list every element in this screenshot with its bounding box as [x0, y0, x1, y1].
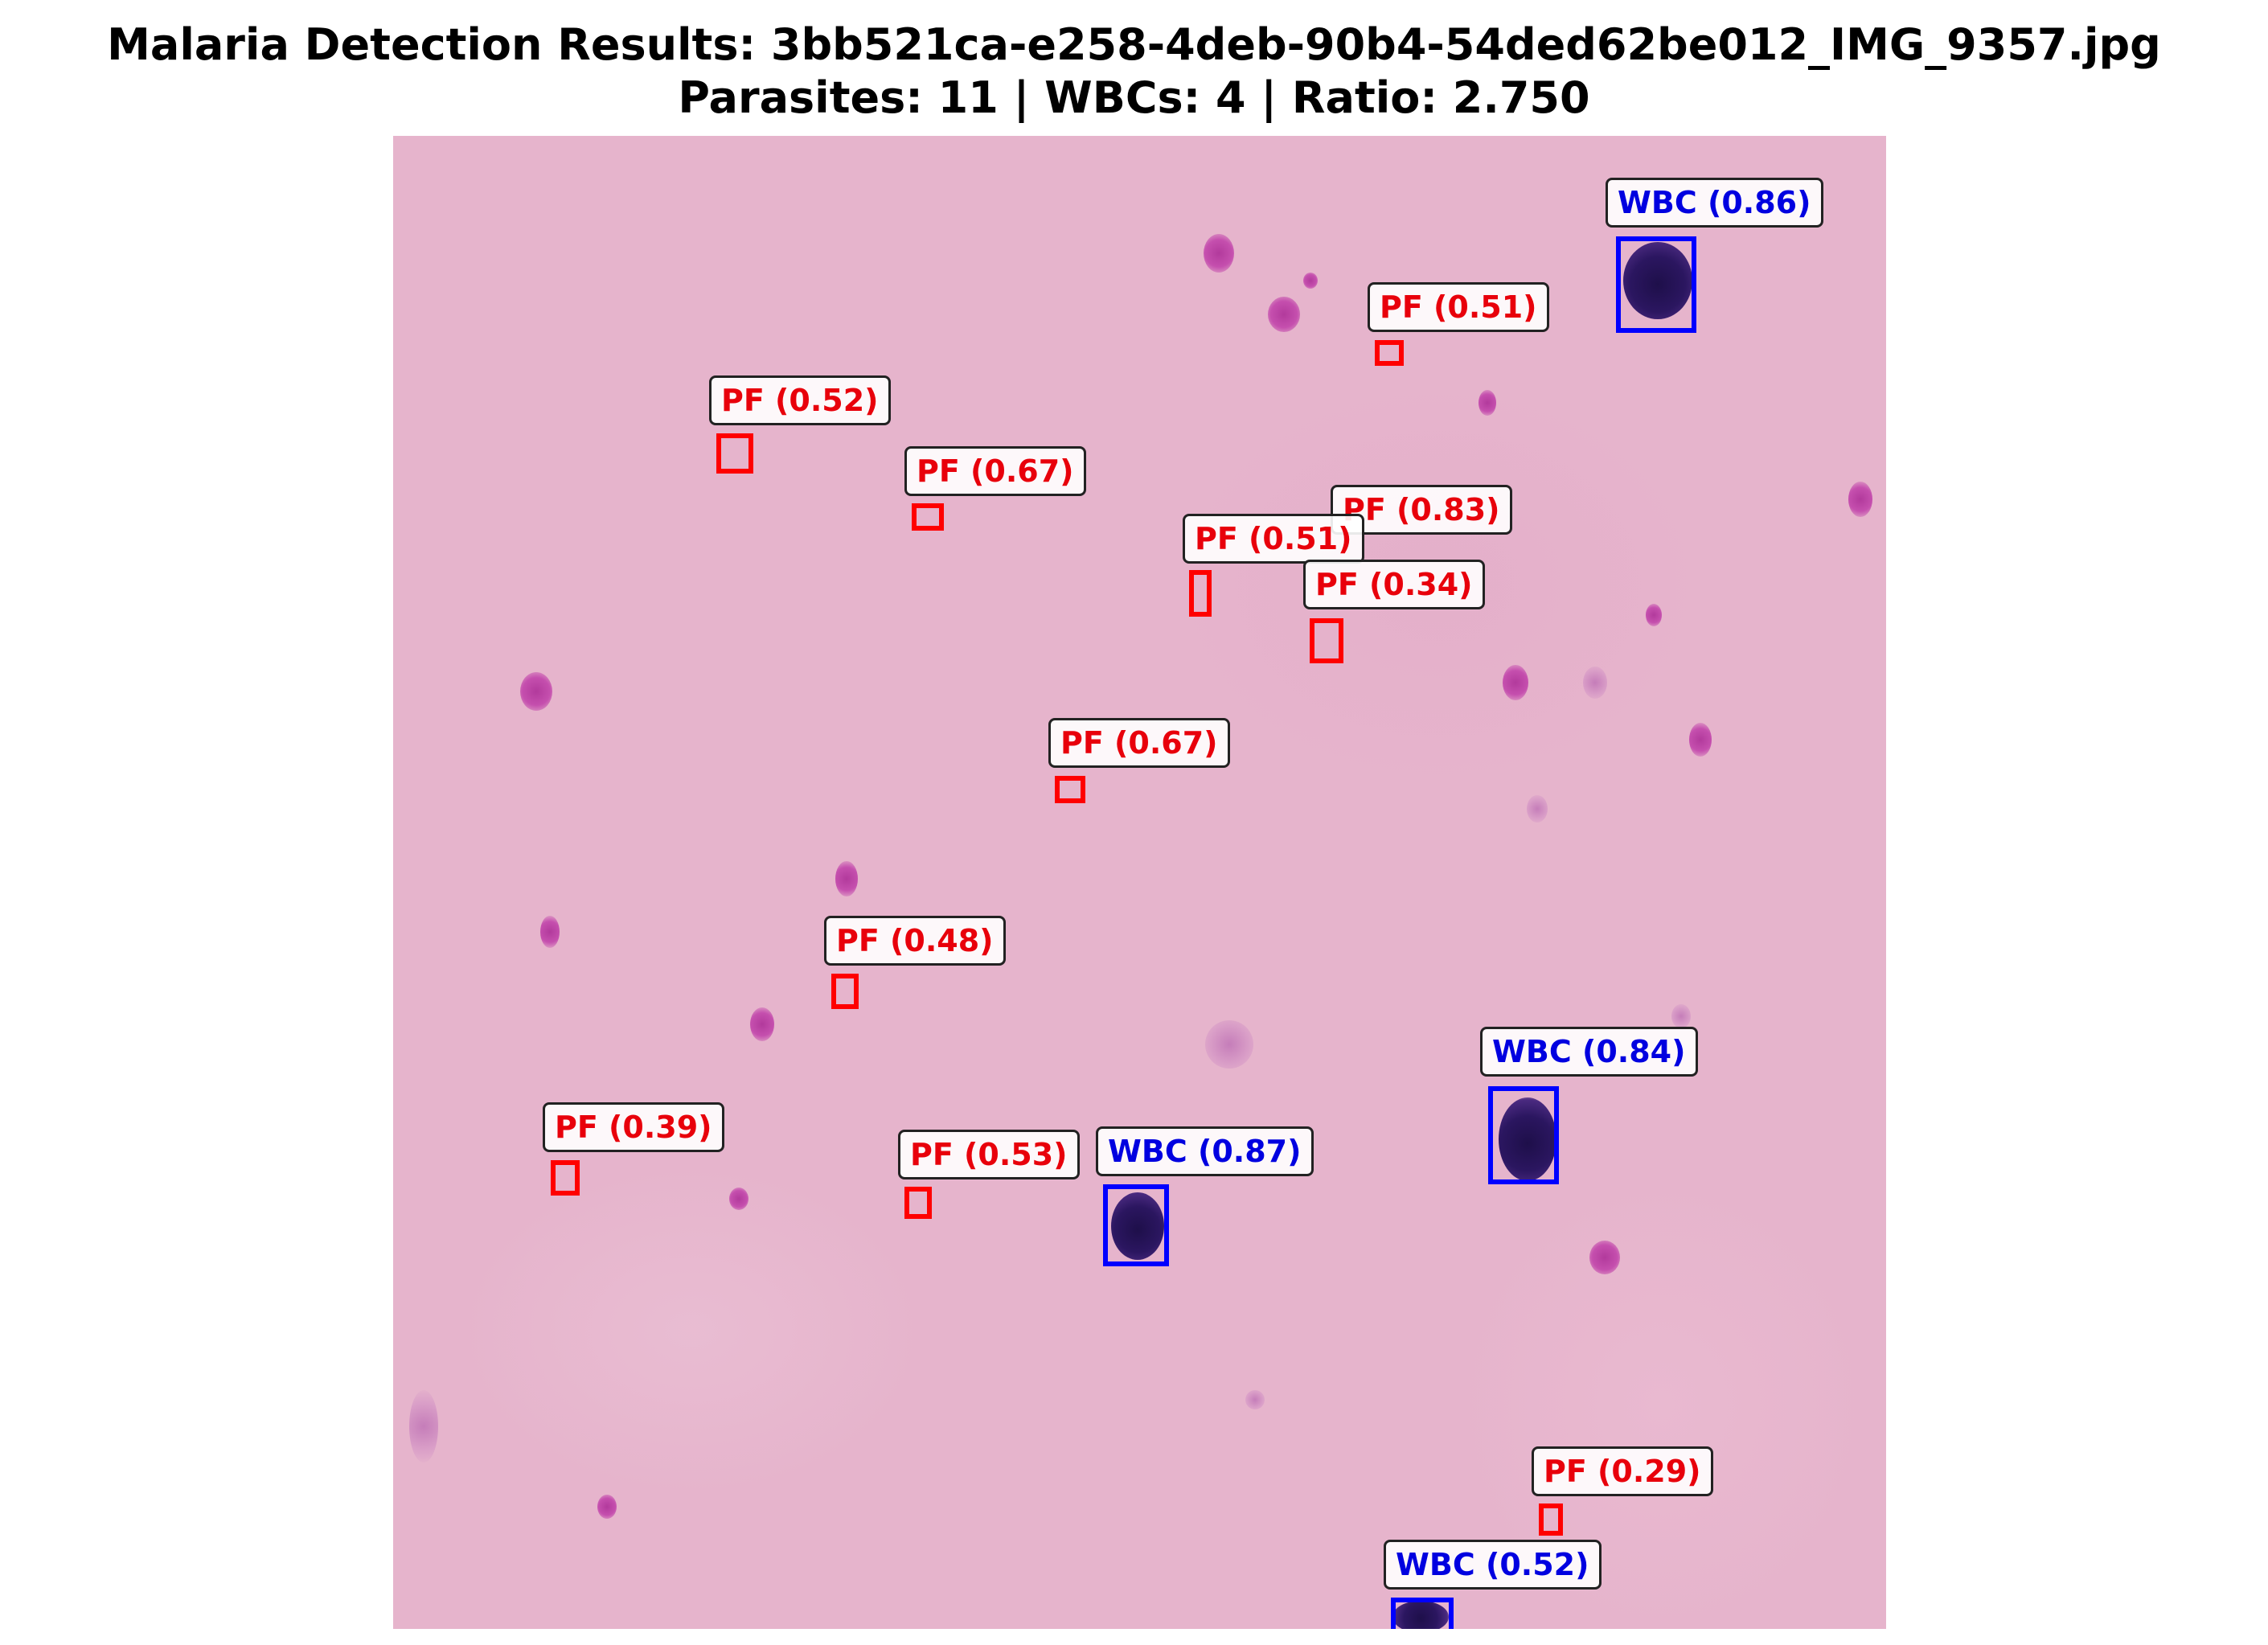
wbc-cell [1392, 1601, 1449, 1629]
stain-spot [1646, 604, 1662, 626]
stain-spot [750, 1007, 774, 1041]
stain-spot [540, 916, 560, 948]
detection-label: PF (0.53) [898, 1130, 1080, 1179]
detection-box-parasite [1189, 570, 1212, 617]
detection-box-wbc [1391, 1598, 1454, 1629]
detection-label: PF (0.39) [543, 1102, 724, 1152]
detection-box-parasite [831, 974, 859, 1009]
detection-box-parasite [1375, 340, 1404, 366]
wbc-cell [1623, 242, 1692, 319]
detection-box-wbc [1488, 1086, 1559, 1184]
title-line-1: Malaria Detection Results: 3bb521ca-e258… [107, 19, 2161, 70]
stain-spot [409, 1390, 438, 1462]
detection-label: WBC (0.52) [1384, 1540, 1602, 1590]
stain-spot [1583, 667, 1607, 699]
stain-spot [1303, 273, 1318, 289]
detection-box-parasite [912, 503, 944, 531]
stain-spot [597, 1495, 617, 1519]
detection-label: PF (0.51) [1368, 282, 1549, 332]
stain-spot [835, 861, 858, 896]
detection-label: PF (0.52) [709, 375, 891, 425]
stain-spot [1527, 795, 1548, 822]
detection-box-parasite [904, 1187, 932, 1219]
stain-spot [1204, 234, 1234, 273]
stain-spot [1503, 665, 1528, 700]
detection-label: PF (0.67) [904, 446, 1086, 496]
detection-label: WBC (0.84) [1480, 1027, 1698, 1077]
title-line-2: Parasites: 11 | WBCs: 4 | Ratio: 2.750 [678, 72, 1590, 123]
detection-box-wbc [1616, 236, 1696, 333]
detection-box-parasite [1055, 776, 1085, 803]
blood-smear-image: WBC (0.86) PF (0.51) PF (0.52) PF (0.67)… [393, 136, 1886, 1629]
detection-label: PF (0.34) [1303, 560, 1485, 609]
stain-spot [1848, 482, 1872, 517]
stain-spot [729, 1188, 748, 1210]
detection-label: PF (0.67) [1048, 718, 1230, 768]
detection-box-parasite [1310, 618, 1343, 663]
detection-box-parasite [551, 1160, 580, 1196]
detection-label: WBC (0.87) [1096, 1126, 1314, 1176]
stain-spot [1205, 1020, 1253, 1069]
stain-spot [520, 672, 552, 711]
detection-box-wbc [1103, 1184, 1169, 1266]
stain-spot [1245, 1390, 1265, 1409]
stain-spot [1589, 1241, 1620, 1274]
wbc-cell [1499, 1097, 1556, 1181]
detection-label: PF (0.48) [824, 916, 1006, 966]
detection-label: PF (0.51) [1183, 514, 1364, 564]
detection-label: PF (0.29) [1532, 1446, 1713, 1496]
stain-spot [1268, 297, 1300, 332]
wbc-cell [1111, 1192, 1164, 1260]
detection-box-parasite [1539, 1503, 1563, 1536]
stain-spot [1479, 390, 1496, 416]
stain-spot [1671, 1004, 1691, 1028]
detection-box-parasite [716, 433, 753, 474]
detection-label: WBC (0.86) [1606, 178, 1823, 228]
stain-spot [1689, 723, 1712, 757]
